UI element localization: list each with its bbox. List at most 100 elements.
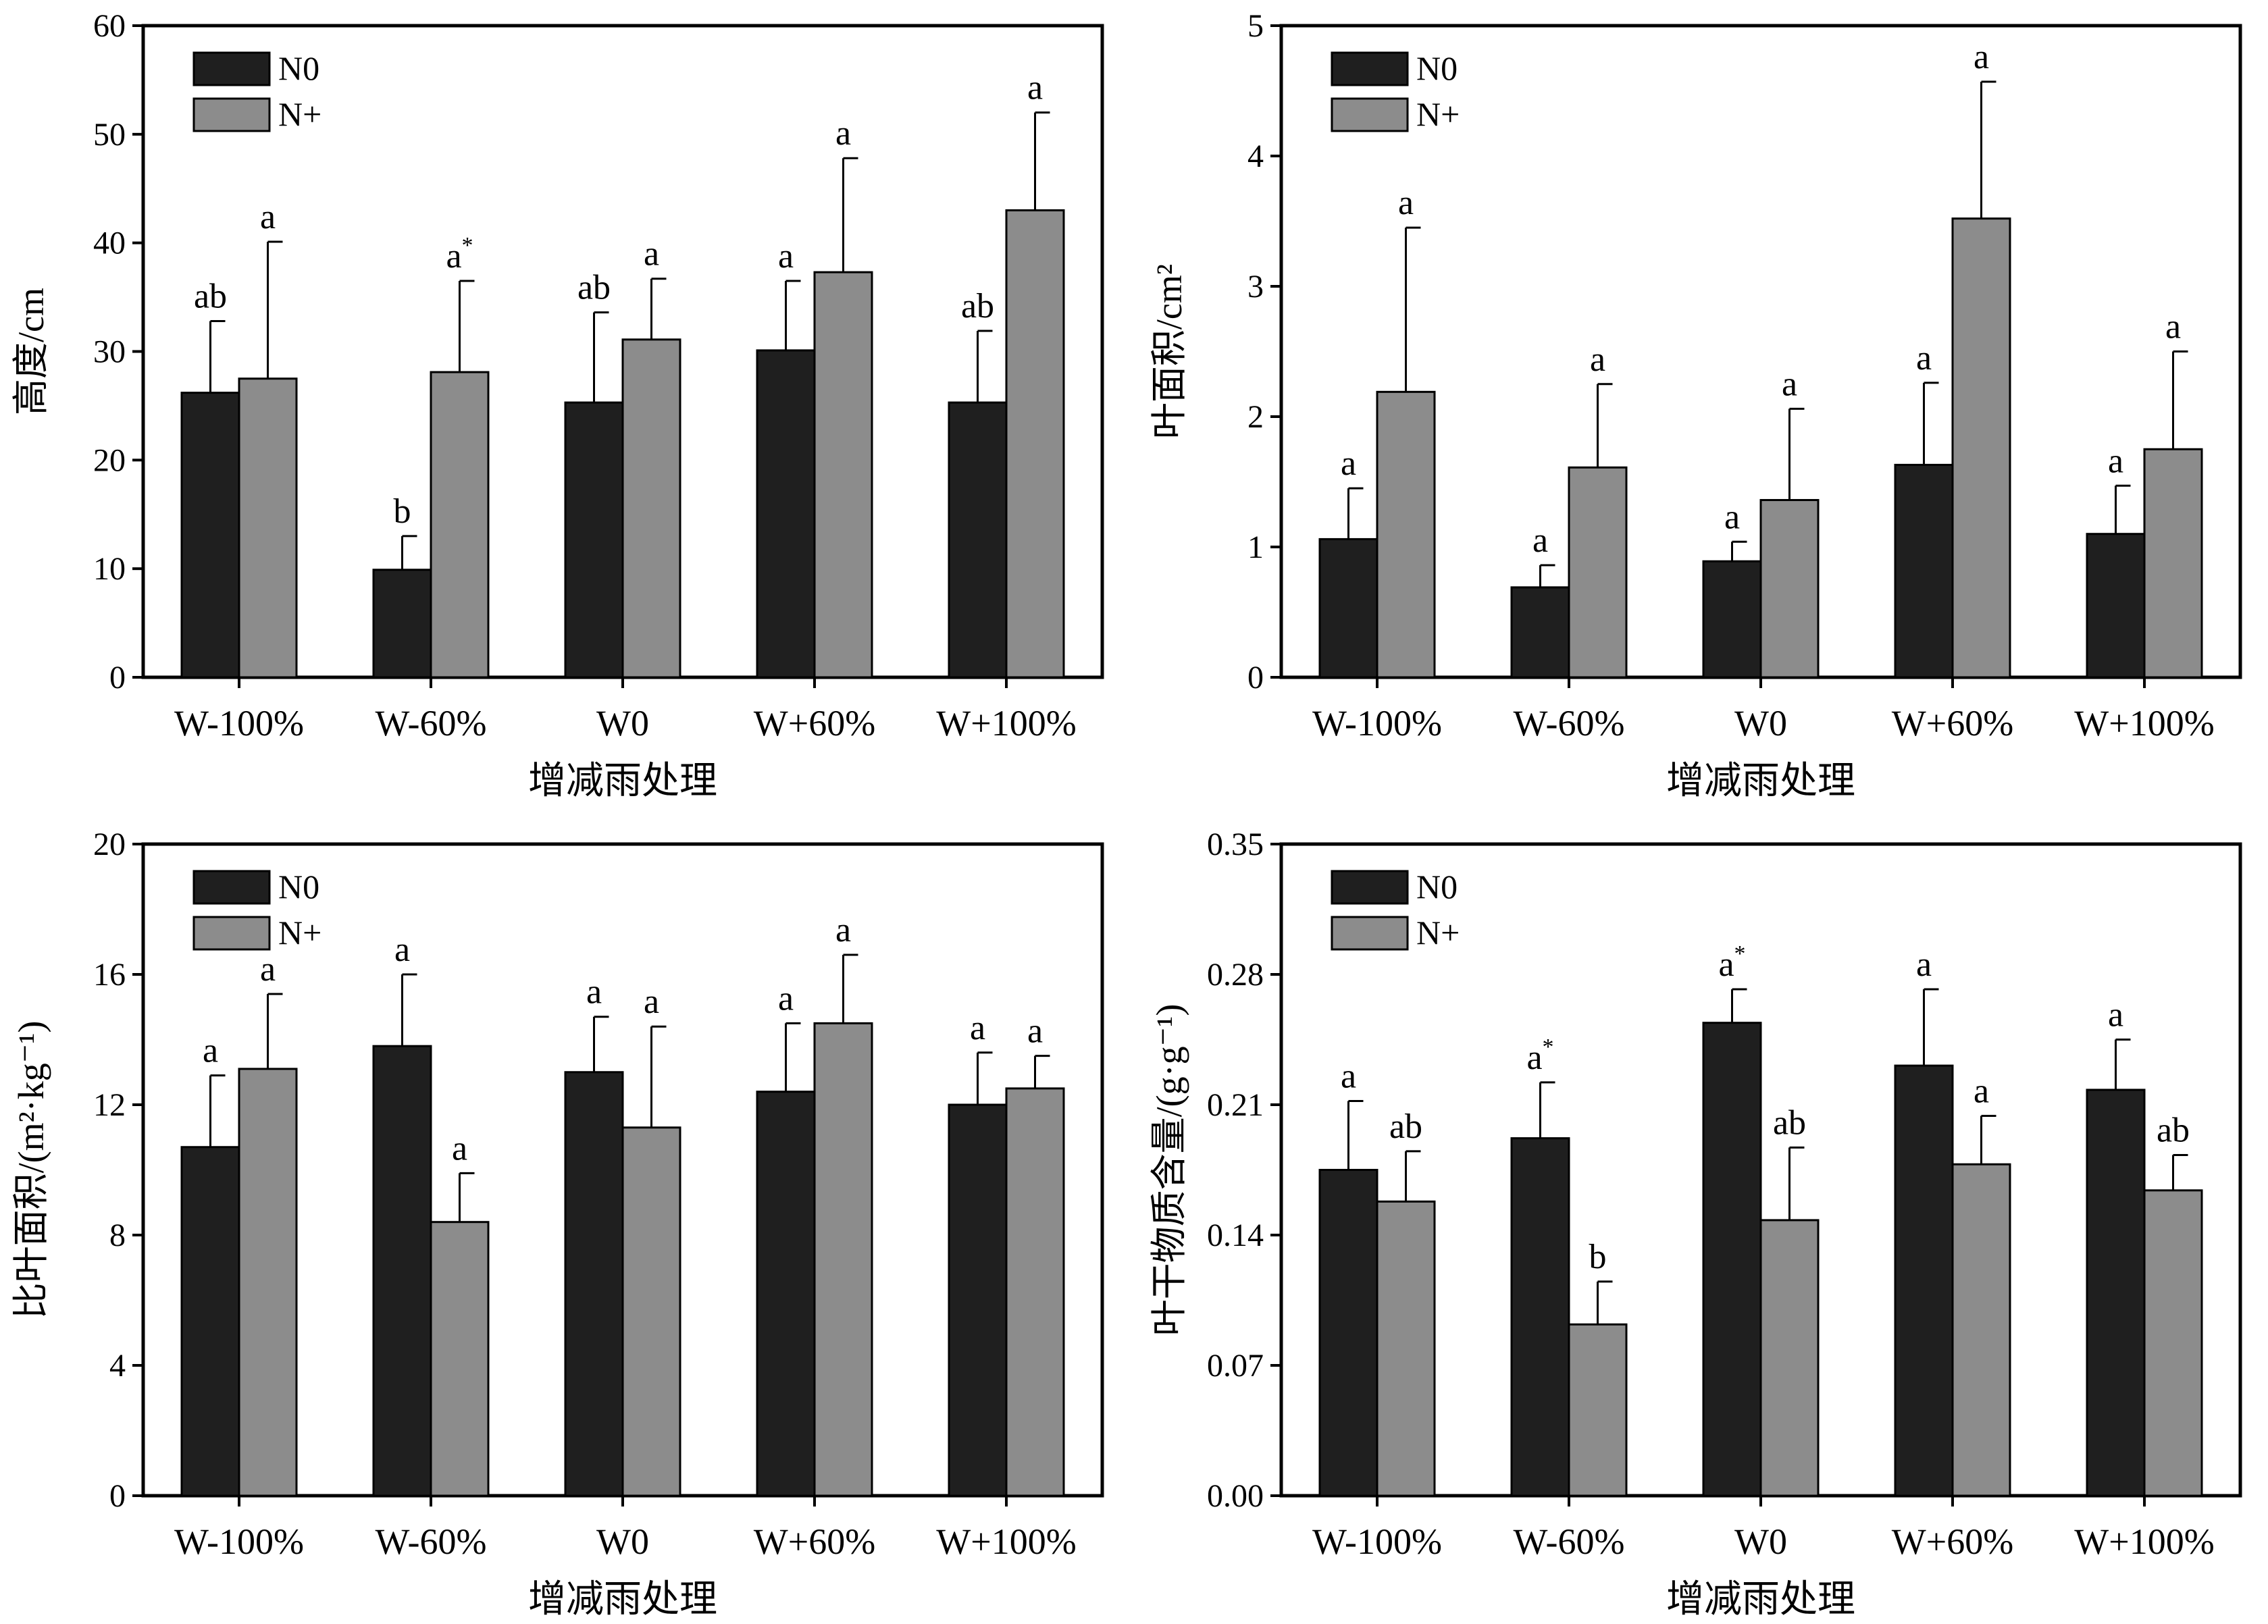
bar-n0 bbox=[1318, 538, 1378, 679]
significance-letter: a bbox=[446, 237, 461, 276]
significance-letter: a bbox=[586, 973, 602, 1012]
bar-n0 bbox=[1894, 1064, 1954, 1497]
legend-label: N0 bbox=[278, 49, 319, 87]
bar-n0 bbox=[1702, 560, 1762, 679]
y-tick-label: 16 bbox=[93, 957, 126, 993]
significance-label: a bbox=[644, 983, 659, 1021]
bar-n0 bbox=[180, 392, 240, 679]
x-tick-label: W+100% bbox=[2074, 703, 2214, 743]
significance-letter: a bbox=[1341, 444, 1356, 483]
significance-letter: a bbox=[260, 198, 276, 236]
y-tick-label: 30 bbox=[93, 334, 126, 370]
y-tick-label: 0 bbox=[109, 660, 126, 696]
significance-label: a bbox=[1341, 1057, 1356, 1095]
legend-swatch-n0 bbox=[192, 870, 271, 905]
y-tick-label: 20 bbox=[93, 827, 126, 862]
x-tick-label: W-100% bbox=[174, 1521, 304, 1562]
significance-letter: a bbox=[394, 931, 410, 969]
legend-swatch-nplus bbox=[192, 97, 271, 132]
significance-label: a bbox=[1341, 444, 1356, 483]
significance-letter: a bbox=[2165, 308, 2181, 346]
bar-n0 bbox=[948, 1103, 1008, 1497]
y-tick-label: 12 bbox=[93, 1087, 126, 1123]
significance-letter: a bbox=[1027, 1012, 1043, 1051]
bar-nplus bbox=[1376, 390, 1436, 679]
y-tick-label: 10 bbox=[93, 551, 126, 587]
y-tick-label: 0.35 bbox=[1207, 827, 1264, 862]
significance-letter: ab bbox=[1773, 1103, 1806, 1142]
significance-label: a bbox=[586, 973, 602, 1012]
significance-letter: a bbox=[778, 237, 794, 276]
x-axis-label: 增减雨处理 bbox=[1666, 760, 1855, 802]
legend-swatch-nplus bbox=[192, 916, 271, 951]
x-tick-label: W-100% bbox=[1312, 703, 1442, 743]
bar-n0 bbox=[1894, 463, 1954, 679]
significance-star: * bbox=[462, 233, 473, 258]
y-axis-label: 比叶面积/(m²·kg⁻¹) bbox=[11, 1021, 51, 1319]
y-tick-label: 4 bbox=[1247, 138, 1264, 174]
bar-nplus bbox=[813, 271, 873, 679]
significance-letter: a bbox=[644, 235, 659, 273]
x-tick-label: W+100% bbox=[936, 1521, 1076, 1562]
y-tick-label: 0 bbox=[109, 1478, 126, 1514]
x-tick-label: W+60% bbox=[1892, 1521, 2013, 1562]
significance-label: a* bbox=[1526, 1034, 1553, 1077]
bar-n0 bbox=[564, 1071, 624, 1497]
bar-n0 bbox=[372, 1045, 432, 1497]
significance-letter: a bbox=[203, 1032, 218, 1070]
x-axis-label: 增减雨处理 bbox=[528, 760, 717, 802]
y-tick-label: 3 bbox=[1247, 269, 1264, 305]
bar-n0 bbox=[1702, 1022, 1762, 1497]
x-tick-label: W+60% bbox=[754, 703, 875, 743]
significance-letter: ab bbox=[961, 287, 994, 325]
legend-label: N0 bbox=[1416, 868, 1458, 906]
significance-label: a bbox=[203, 1032, 218, 1070]
x-tick-label: W-60% bbox=[1514, 703, 1625, 743]
bar-n0 bbox=[2086, 533, 2146, 679]
significance-letter: a bbox=[1718, 945, 1734, 984]
legend-swatch-nplus bbox=[1331, 97, 1409, 132]
x-tick-label: W0 bbox=[596, 1521, 649, 1562]
significance-label: ab bbox=[961, 287, 994, 325]
significance-letter: a bbox=[1974, 1072, 1989, 1111]
bar-n0 bbox=[1510, 586, 1570, 679]
chart-panel-1: 0102030405060高度/cm增减雨处理W-100%abaW-60%ba*… bbox=[11, 8, 1104, 802]
significance-label: a bbox=[1974, 1072, 1989, 1111]
significance-label: a bbox=[260, 950, 276, 989]
legend-label: N+ bbox=[278, 95, 321, 133]
significance-label: a bbox=[2108, 442, 2123, 480]
significance-label: a bbox=[1398, 184, 1414, 222]
significance-letter: a bbox=[835, 911, 851, 949]
bar-nplus bbox=[238, 377, 298, 679]
significance-letter: a bbox=[1027, 69, 1043, 107]
bar-nplus bbox=[430, 1221, 490, 1497]
y-axis-label: 叶干物质含量/(g·g⁻¹) bbox=[1149, 1004, 1189, 1336]
legend-swatch-nplus bbox=[1331, 916, 1409, 951]
bar-nplus bbox=[1568, 1323, 1628, 1497]
significance-label: a bbox=[835, 911, 851, 949]
significance-letter: a bbox=[2108, 996, 2123, 1034]
significance-label: a bbox=[1916, 945, 1932, 984]
y-tick-label: 50 bbox=[93, 117, 126, 153]
y-tick-label: 20 bbox=[93, 442, 126, 478]
bar-nplus bbox=[1759, 499, 1820, 679]
bar-n0 bbox=[180, 1146, 240, 1497]
significance-label: a bbox=[1974, 38, 1989, 76]
significance-label: ab bbox=[1389, 1107, 1422, 1146]
y-axis-label: 高度/cm bbox=[11, 288, 51, 415]
significance-label: a bbox=[1027, 1012, 1043, 1051]
bar-nplus bbox=[1951, 217, 2011, 679]
y-tick-label: 0.21 bbox=[1207, 1087, 1264, 1123]
legend-swatch-n0 bbox=[1331, 870, 1409, 905]
significance-letter: ab bbox=[194, 277, 227, 315]
bar-n0 bbox=[372, 569, 432, 679]
significance-label: a bbox=[1590, 340, 1605, 379]
y-tick-label: 40 bbox=[93, 226, 126, 261]
x-tick-label: W0 bbox=[596, 703, 649, 743]
significance-star: * bbox=[1734, 941, 1746, 966]
significance-letter: a bbox=[1526, 1039, 1542, 1077]
significance-label: a bbox=[970, 1009, 985, 1047]
significance-letter: a bbox=[1782, 365, 1797, 403]
x-axis-label: 增减雨处理 bbox=[1666, 1579, 1855, 1621]
